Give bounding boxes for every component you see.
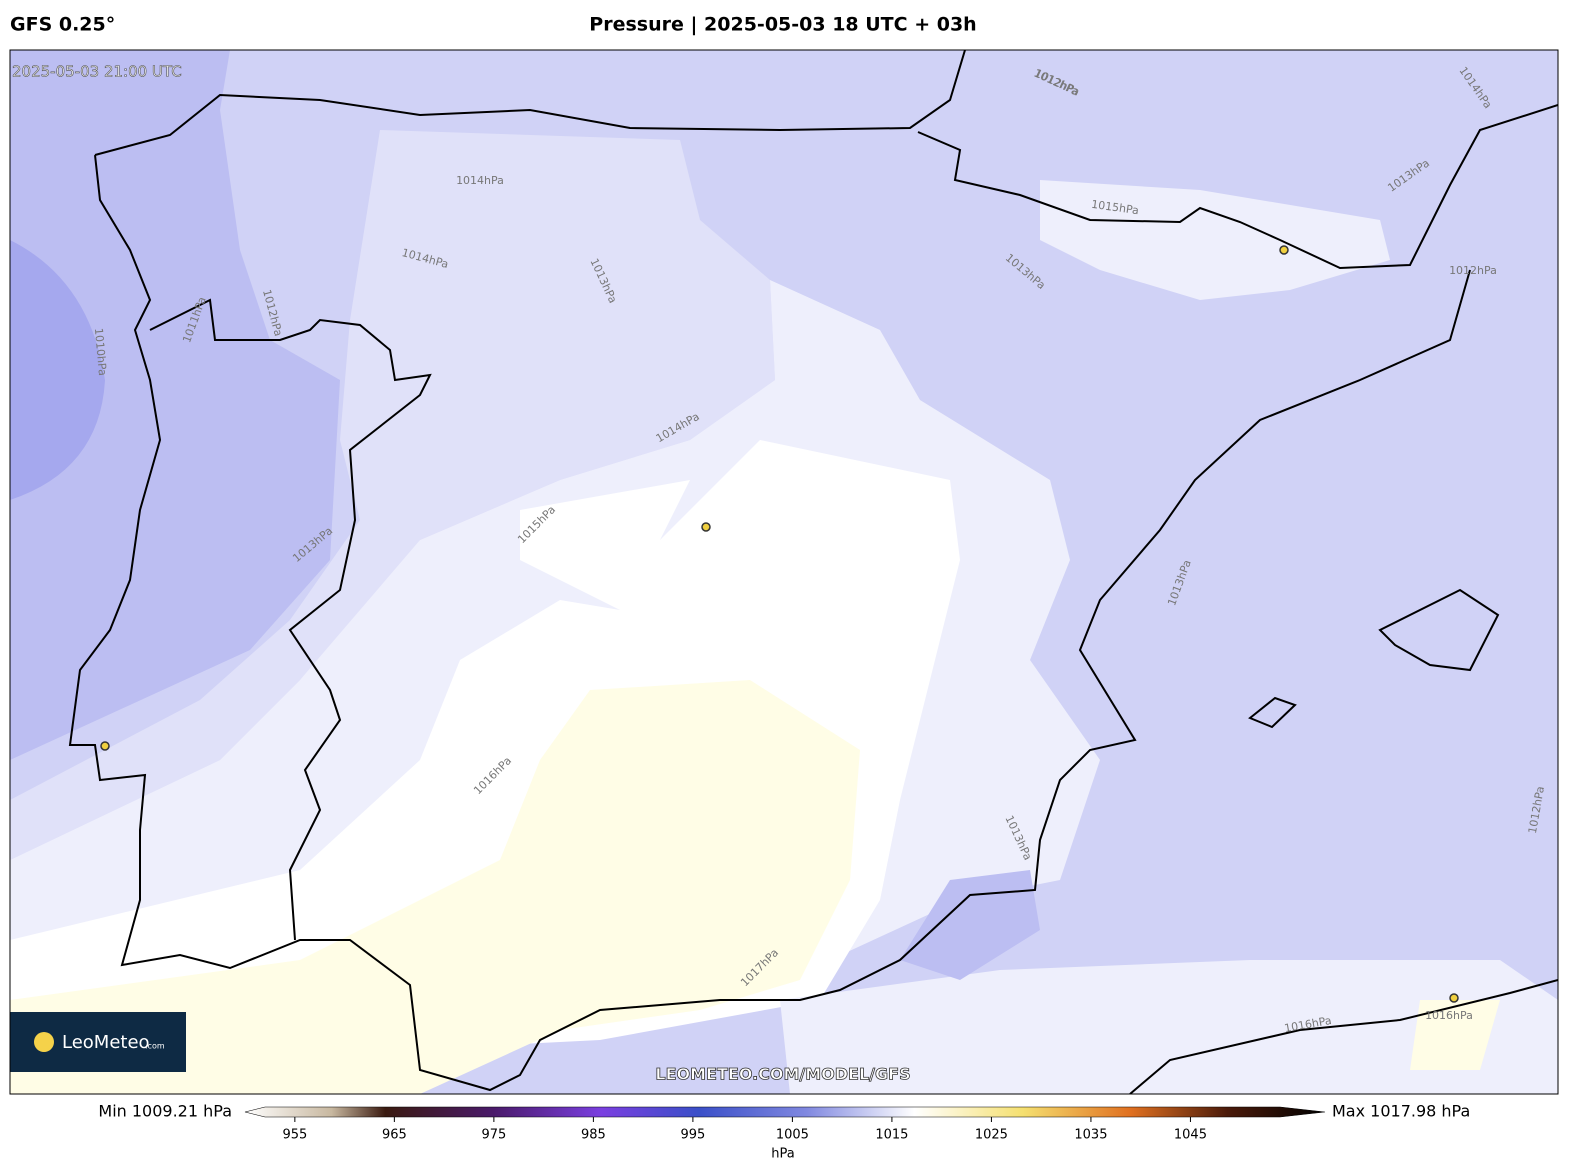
colorbar-tick-label: 1025: [975, 1128, 1008, 1143]
colorbar-tick-label: 1005: [776, 1128, 809, 1143]
colorbar-tick-label: 965: [382, 1128, 407, 1143]
colorbar-unit: hPa: [771, 1147, 794, 1162]
colorbar-tick-label: 1045: [1174, 1128, 1207, 1143]
colorbar-max: Max 1017.98 hPa: [1332, 1102, 1470, 1121]
map-title: Pressure | 2025-05-03 18 UTC + 03h: [589, 14, 976, 36]
contour-label: 1010hPa: [92, 328, 109, 377]
contour-label: 1014hPa: [456, 174, 504, 187]
contour-label: 1012hPa: [1449, 264, 1497, 277]
valid-time: 2025-05-03 21:00 UTC: [12, 63, 182, 81]
colorbar-min: Min 1009.21 hPa: [98, 1102, 232, 1121]
colorbar-tick-label: 955: [282, 1128, 307, 1143]
colorbar-tick-label: 985: [581, 1128, 606, 1143]
contour-label: 1016hPa: [1425, 1009, 1473, 1022]
map-frame: [9, 49, 1559, 1095]
map: 1012hPa 1014hPa1013hPa1014hPa1015hPa1014h…: [10, 50, 1558, 1094]
model-name: GFS 0.25°: [10, 14, 115, 36]
logo-sun: [34, 1032, 54, 1052]
colorbar-tick-label: 975: [481, 1128, 506, 1143]
watermark: LEOMETEO.COM/MODEL/GFS: [655, 1065, 910, 1084]
logo-suffix: .com: [145, 1042, 165, 1051]
colorbar-tick-label: 1015: [875, 1128, 908, 1143]
colorbar: [244, 1106, 1326, 1118]
colorbar-tick-label: 1035: [1074, 1128, 1107, 1143]
logo-name: LeoMeteo: [62, 1032, 150, 1053]
colorbar-tick-label: 995: [680, 1128, 705, 1143]
